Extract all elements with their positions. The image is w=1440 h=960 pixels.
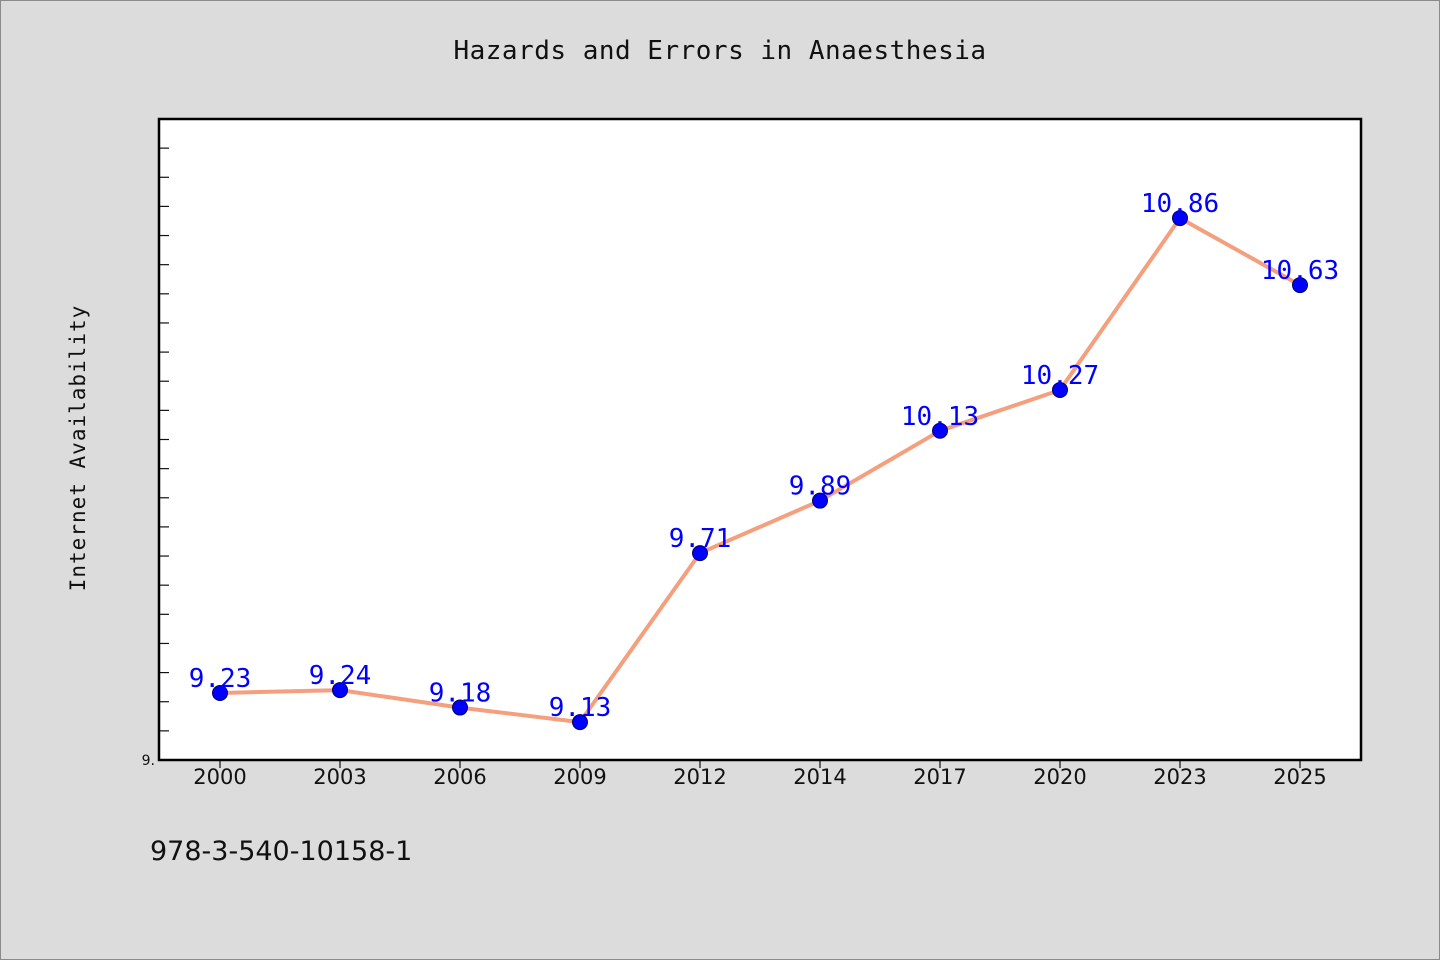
- x-tick-label: 2020: [1033, 765, 1086, 789]
- x-tick-label: 2006: [433, 765, 486, 789]
- plot-area: [159, 119, 1361, 760]
- data-point: [332, 682, 348, 699]
- data-point: [692, 545, 708, 562]
- footer-isbn: 978-3-540-10158-1: [150, 836, 413, 867]
- data-label: 9.23: [189, 664, 252, 694]
- x-tick-label: 2017: [913, 765, 966, 789]
- data-point: [932, 422, 948, 439]
- data-point: [452, 699, 468, 716]
- x-tick-label: 2003: [313, 765, 366, 789]
- data-label: 10.63: [1261, 256, 1339, 286]
- data-point: [1052, 381, 1068, 398]
- data-label: 10.27: [1021, 361, 1099, 391]
- data-label: 10.13: [901, 402, 979, 432]
- data-label: 9.18: [429, 679, 492, 709]
- plot-border: [157, 117, 1363, 762]
- data-point: [212, 684, 228, 701]
- data-label: 10.86: [1141, 189, 1219, 219]
- x-tick-label: 2009: [553, 765, 606, 789]
- data-label: 9.13: [549, 693, 612, 723]
- data-label: 9.24: [309, 661, 372, 691]
- chart-title: Hazards and Errors in Anaesthesia: [453, 36, 987, 66]
- x-tick-label: 2014: [793, 765, 846, 789]
- x-tick-label: 2023: [1153, 765, 1206, 789]
- x-tick-label: 2012: [673, 765, 726, 789]
- series-line: [218, 216, 1302, 725]
- data-point: [812, 492, 828, 509]
- y-tick-label: 9.: [142, 753, 155, 769]
- x-tick-label: 2000: [193, 765, 246, 789]
- data-point: [572, 714, 588, 731]
- data-label: 9.71: [669, 524, 732, 554]
- data-point: [1172, 210, 1188, 227]
- data-label: 9.89: [789, 472, 852, 502]
- x-tick-label: 2025: [1273, 765, 1326, 789]
- data-point: [1292, 277, 1308, 294]
